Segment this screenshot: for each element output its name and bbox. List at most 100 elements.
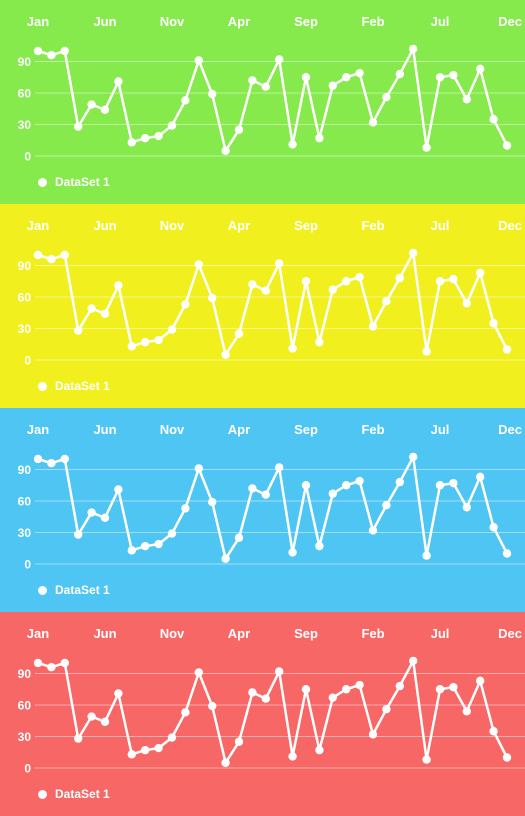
x-tick-label: Sep	[294, 626, 318, 641]
data-point	[47, 459, 56, 468]
data-point	[87, 712, 96, 721]
legend-dot-icon	[38, 177, 47, 187]
y-tick-label: 60	[18, 291, 32, 305]
data-point	[74, 734, 83, 743]
data-point	[476, 268, 485, 278]
data-point	[368, 118, 378, 127]
data-point	[395, 477, 404, 487]
data-point	[462, 299, 471, 308]
data-point	[167, 733, 177, 742]
data-point	[368, 322, 378, 331]
data-point	[422, 551, 431, 560]
data-point	[208, 293, 217, 303]
data-point	[422, 347, 431, 356]
data-point	[33, 46, 43, 56]
line-chart-red: 0 30 60 90 Jan Jun Nov Apr Sep Feb Jul Dec	[18, 626, 525, 776]
data-point	[208, 701, 217, 711]
data-point	[489, 523, 498, 532]
data-point	[47, 255, 56, 264]
x-tick-label: Dec	[498, 626, 522, 641]
data-point	[181, 708, 190, 717]
data-point	[141, 541, 150, 551]
data-point	[435, 481, 445, 490]
data-point	[409, 452, 418, 462]
data-point	[74, 326, 83, 335]
series-line	[37, 47, 509, 153]
data-point	[234, 737, 244, 746]
data-point	[449, 682, 458, 692]
x-tick-label: Apr	[228, 14, 250, 29]
data-point	[462, 95, 471, 104]
data-point	[422, 143, 431, 152]
y-tick-label: 90	[18, 463, 32, 477]
data-point	[476, 64, 485, 74]
data-point	[261, 694, 270, 703]
data-point	[462, 707, 471, 716]
chart-panel-yellow: 0 30 60 90 Jan Jun Nov Apr Sep Feb Jul Dec DataSet …	[0, 204, 525, 408]
legend-dot-icon	[38, 789, 47, 799]
chart-panel-blue: 0 30 60 90 Jan Jun Nov Apr Sep Feb Jul Dec DataSet …	[0, 408, 525, 612]
data-point	[476, 676, 485, 686]
data-point	[395, 273, 404, 283]
legend-dot-icon	[38, 381, 47, 391]
x-tick-label: Feb	[361, 422, 384, 437]
x-tick-label: Feb	[361, 14, 384, 29]
data-point	[382, 705, 391, 714]
x-tick-label: Nov	[160, 626, 185, 641]
data-point	[181, 504, 190, 513]
x-tick-label: Dec	[498, 422, 522, 437]
data-point	[355, 272, 364, 282]
data-point	[301, 277, 311, 286]
data-point	[328, 489, 337, 498]
data-point	[33, 658, 43, 668]
data-point	[449, 70, 458, 80]
data-point	[409, 248, 418, 258]
data-point	[261, 82, 270, 91]
data-point	[435, 277, 445, 286]
y-tick-label: 90	[18, 259, 32, 273]
data-point	[208, 89, 217, 99]
y-tick-label: 0	[24, 762, 31, 776]
y-tick-label: 60	[18, 495, 32, 509]
data-point	[288, 548, 297, 557]
data-point	[489, 319, 498, 328]
data-point	[141, 133, 150, 143]
x-tick-label: Apr	[228, 218, 250, 233]
data-point	[368, 730, 378, 739]
data-point	[127, 546, 136, 555]
data-point	[141, 745, 150, 755]
data-point	[476, 472, 485, 482]
data-point	[435, 73, 445, 82]
series-line	[37, 659, 509, 765]
data-point	[60, 46, 69, 56]
legend-label: DataSet 1	[55, 379, 110, 393]
x-tick-label: Nov	[160, 14, 185, 29]
data-point	[127, 138, 136, 147]
data-point	[114, 77, 123, 86]
legend: DataSet 1	[38, 175, 110, 189]
x-tick-label: Nov	[160, 422, 185, 437]
data-point	[315, 337, 324, 347]
line-chart-yellow: 0 30 60 90 Jan Jun Nov Apr Sep Feb Jul Dec	[18, 218, 525, 368]
data-point	[355, 68, 364, 78]
data-point	[301, 685, 311, 694]
chart-panel-green: 0 30 60 90 Jan Jun Nov Apr Sep Feb Jul Dec DataSet …	[0, 0, 525, 204]
data-point	[194, 668, 203, 677]
data-point	[74, 530, 83, 539]
data-point	[208, 497, 217, 507]
data-point	[154, 539, 163, 549]
data-point	[167, 325, 177, 334]
data-point	[194, 56, 203, 65]
y-tick-label: 0	[24, 558, 31, 572]
y-tick-label: 90	[18, 55, 32, 69]
data-point	[221, 554, 230, 563]
data-point	[181, 300, 190, 309]
data-point	[449, 478, 458, 488]
data-point	[181, 96, 190, 105]
x-tick-label: Jun	[93, 422, 116, 437]
data-point	[248, 280, 257, 289]
data-point	[167, 529, 177, 538]
data-point	[355, 680, 364, 690]
data-point	[368, 526, 378, 535]
data-point	[382, 297, 391, 306]
